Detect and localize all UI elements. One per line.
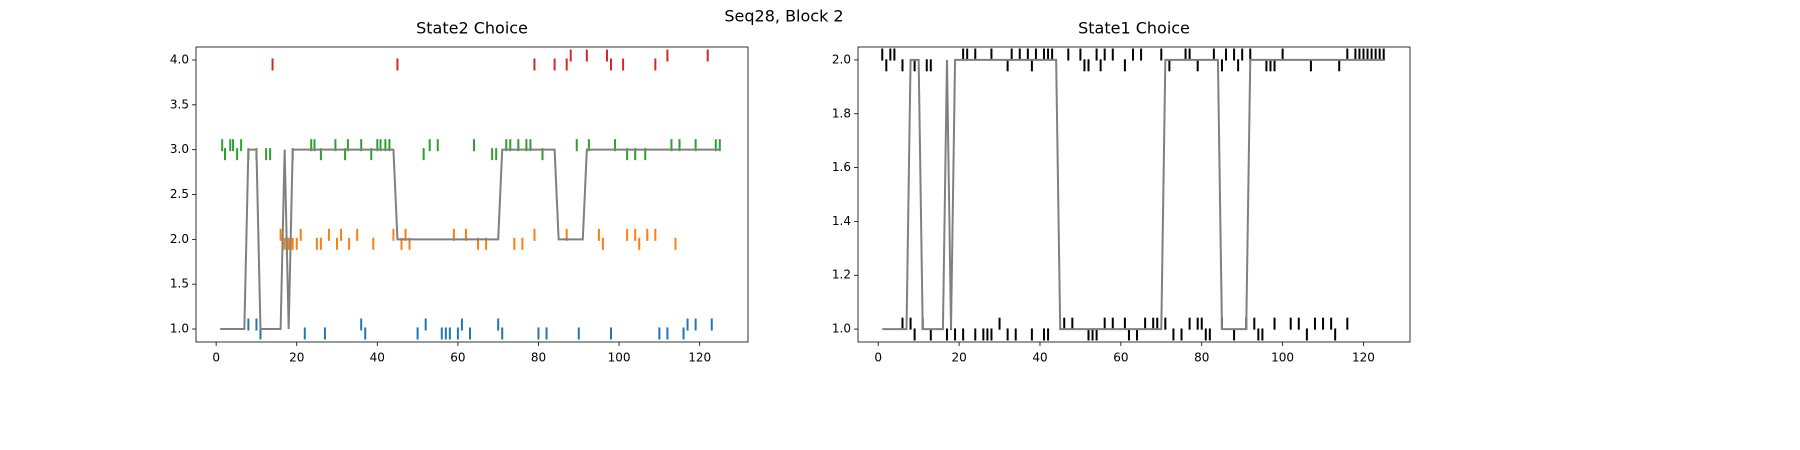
x-tick-label: 100 xyxy=(608,351,631,365)
y-tick-label: 2.0 xyxy=(170,232,189,246)
choice-line xyxy=(220,148,720,330)
x-tick-label: 120 xyxy=(1352,351,1375,365)
x-tick-label: 20 xyxy=(951,351,966,365)
x-tick-label: 40 xyxy=(1032,351,1047,365)
y-tick-label: 2.5 xyxy=(170,187,189,201)
x-tick-label: 0 xyxy=(212,351,220,365)
y-tick-label: 1.0 xyxy=(170,321,189,335)
x-tick-label: 80 xyxy=(531,351,546,365)
y-tick-label: 3.5 xyxy=(170,97,189,111)
y-tick-label: 3.0 xyxy=(170,142,189,156)
y-tick-label: 1.0 xyxy=(832,322,851,336)
x-tick-label: 100 xyxy=(1271,351,1294,365)
chart-title: State1 Choice xyxy=(1078,19,1190,38)
x-tick-label: 20 xyxy=(289,351,304,365)
axes-frame xyxy=(195,46,749,343)
x-tick-label: 60 xyxy=(450,351,465,365)
x-tick-label: 60 xyxy=(1113,351,1128,365)
axes-frame xyxy=(857,46,1411,343)
y-tick-label: 1.5 xyxy=(170,277,189,291)
y-tick-label: 2.0 xyxy=(832,52,851,66)
y-tick-label: 1.8 xyxy=(832,106,851,120)
y-tick-label: 4.0 xyxy=(170,53,189,67)
x-tick-label: 120 xyxy=(688,351,711,365)
x-tick-label: 80 xyxy=(1194,351,1209,365)
x-tick-label: 40 xyxy=(370,351,385,365)
figure-title: Seq28, Block 2 xyxy=(724,7,843,26)
choice-line xyxy=(882,58,1384,331)
chart-title: State2 Choice xyxy=(416,19,528,38)
y-tick-label: 1.4 xyxy=(832,214,851,228)
x-tick-label: 0 xyxy=(874,351,882,365)
y-tick-label: 1.2 xyxy=(832,268,851,282)
y-tick-label: 1.6 xyxy=(832,160,851,174)
